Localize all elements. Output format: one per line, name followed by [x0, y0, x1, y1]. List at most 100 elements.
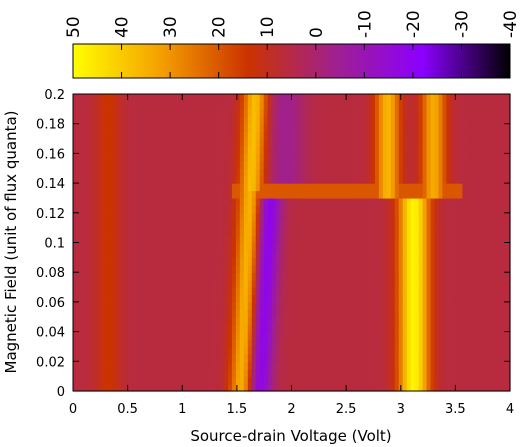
- heatmap-cell: [88, 183, 94, 192]
- heatmap-cell: [128, 153, 134, 162]
- heatmap-cell: [247, 287, 253, 296]
- heatmap-cell: [216, 242, 221, 251]
- heatmap-cell: [148, 101, 154, 110]
- heatmap-cell: [283, 205, 289, 214]
- heatmap-cell: [196, 116, 201, 125]
- heatmap-cell: [506, 316, 511, 325]
- heatmap-cell: [359, 361, 364, 370]
- heatmap-cell: [152, 153, 158, 162]
- heatmap-cell: [136, 368, 142, 377]
- heatmap-cell: [343, 220, 348, 229]
- heatmap-cell: [108, 353, 114, 362]
- heatmap-cell: [291, 279, 297, 288]
- heatmap-cell: [406, 324, 412, 333]
- heatmap-cell: [263, 309, 269, 318]
- heatmap-cell: [219, 316, 225, 325]
- heatmap-cell: [331, 264, 336, 273]
- heatmap-cell: [462, 235, 467, 244]
- heatmap-cell: [259, 108, 265, 117]
- heatmap-cell: [398, 294, 404, 303]
- heatmap-cell: [239, 212, 245, 221]
- heatmap-cell: [335, 383, 340, 392]
- heatmap-cell: [502, 339, 507, 348]
- heatmap-cell: [470, 309, 475, 318]
- heatmap-cell: [212, 361, 217, 370]
- heatmap-cell: [275, 160, 281, 169]
- heatmap-cell: [315, 316, 320, 325]
- heatmap-cell: [414, 324, 420, 333]
- heatmap-cell: [462, 175, 467, 184]
- heatmap-cell: [88, 361, 94, 370]
- heatmap-cell: [339, 368, 344, 377]
- heatmap-cell: [370, 168, 376, 177]
- heatmap-cell: [394, 197, 400, 206]
- heatmap-cell: [434, 294, 440, 303]
- heatmap-cell: [132, 346, 138, 355]
- heatmap-cell: [287, 264, 293, 273]
- heatmap-cell: [430, 153, 436, 162]
- heatmap-cell: [335, 316, 340, 325]
- heatmap-cell: [279, 205, 285, 214]
- heatmap-cell: [498, 145, 503, 154]
- heatmap-cell: [231, 108, 237, 117]
- heatmap-cell: [227, 242, 233, 251]
- heatmap-cell: [124, 272, 130, 281]
- heatmap-cell: [315, 197, 320, 206]
- heatmap-cell: [255, 108, 261, 117]
- heatmap-cell: [156, 287, 161, 296]
- heatmap-cell: [331, 131, 336, 140]
- heatmap-cell: [311, 227, 316, 236]
- heatmap-cell: [231, 346, 237, 355]
- heatmap-cell: [100, 287, 106, 296]
- heatmap-cell: [208, 94, 213, 103]
- heatmap-cell: [474, 108, 479, 117]
- heatmap-cell: [374, 235, 380, 244]
- heatmap-cell: [466, 153, 471, 162]
- heatmap-cell: [279, 153, 285, 162]
- heatmap-cell: [227, 183, 233, 192]
- heatmap-cell: [323, 264, 328, 273]
- colorbar-tick-label: 30: [161, 16, 181, 38]
- heatmap-cell: [148, 309, 154, 318]
- heatmap-cell: [470, 235, 475, 244]
- heatmap-cell: [474, 242, 479, 251]
- heatmap-cell: [347, 383, 352, 392]
- heatmap-cell: [92, 212, 98, 221]
- heatmap-cell: [184, 301, 189, 310]
- heatmap-cell: [486, 131, 491, 140]
- heatmap-cell: [235, 339, 241, 348]
- heatmap-cell: [327, 331, 332, 340]
- heatmap-cell: [84, 183, 90, 192]
- heatmap-cell: [422, 346, 428, 355]
- heatmap-cell: [275, 294, 281, 303]
- heatmap-cell: [327, 183, 332, 192]
- heatmap-cell: [430, 279, 436, 288]
- heatmap-cell: [247, 353, 253, 362]
- heatmap-cell: [347, 309, 352, 318]
- heatmap-cell: [148, 301, 154, 310]
- heatmap-cell: [243, 249, 249, 258]
- heatmap-cell: [295, 190, 301, 199]
- heatmap-cell: [410, 339, 416, 348]
- heatmap-cell: [386, 227, 392, 236]
- heatmap-cell: [259, 383, 265, 392]
- heatmap-cell: [378, 227, 384, 236]
- heatmap-cell: [124, 368, 130, 377]
- heatmap-cell: [470, 287, 475, 296]
- heatmap-cell: [442, 94, 448, 103]
- heatmap-cell: [227, 353, 233, 362]
- heatmap-cell: [283, 316, 289, 325]
- heatmap-cell: [283, 116, 289, 125]
- heatmap-cell: [434, 339, 440, 348]
- heatmap-cell: [239, 242, 245, 251]
- heatmap-cell: [347, 301, 352, 310]
- heatmap-cell: [136, 123, 142, 132]
- heatmap-cell: [120, 108, 126, 117]
- heatmap-cell: [212, 153, 217, 162]
- heatmap-cell: [382, 190, 388, 199]
- heatmap-cell: [168, 190, 173, 199]
- heatmap-cell: [116, 220, 122, 229]
- heatmap-cell: [219, 123, 225, 132]
- heatmap-cell: [247, 264, 253, 273]
- heatmap-cell: [299, 190, 305, 199]
